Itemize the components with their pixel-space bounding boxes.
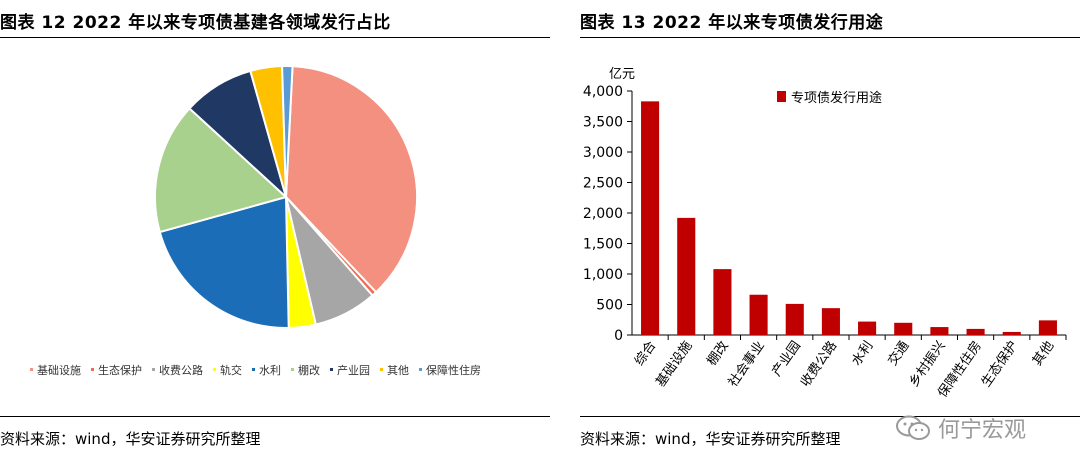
- legend-label: 其他: [387, 364, 409, 377]
- legend-label: 收费公路: [159, 363, 203, 377]
- bar: [930, 327, 949, 335]
- y-tick-label: 4,000: [583, 84, 623, 100]
- right-title-rule: [580, 37, 1080, 38]
- y-tick-label: 3,500: [583, 115, 623, 131]
- legend-marker: [252, 368, 255, 371]
- bar: [1038, 320, 1057, 335]
- legend-label: 水利: [259, 364, 281, 377]
- left-title-rule: [0, 37, 550, 38]
- y-tick-label: 1,500: [583, 237, 623, 253]
- x-tick-label: 社会事业: [725, 338, 768, 390]
- right-source-note: 资料来源：wind，华安证券研究所整理: [580, 430, 841, 448]
- right-chart-title: 图表 13 2022 年以来专项债发行用途: [580, 13, 884, 33]
- pie-slice: [284, 65, 418, 294]
- legend-label: 生态保护: [98, 363, 142, 377]
- y-unit-label: 亿元: [609, 67, 635, 82]
- right-chart-area: 亿元 0 500 1,000 1,500 2,000 2,500 3,000 3,500 4,00…: [565, 38, 1080, 416]
- left-source-note: 资料来源：wind，华安证券研究所整理: [0, 430, 261, 448]
- left-chart-title: 图表 12 2022 年以来专项债基建各领域发行占比: [0, 13, 391, 33]
- y-tick-label: 2,000: [583, 206, 623, 222]
- legend-marker: [380, 368, 383, 371]
- legend-marker: [91, 368, 94, 371]
- bar: [641, 101, 660, 335]
- legend-label: 保障性住房: [426, 363, 481, 377]
- legend-label: 产业园: [337, 363, 370, 377]
- y-tick-label: 500: [596, 298, 623, 314]
- bar: [894, 322, 913, 335]
- legend-marker: [30, 368, 33, 371]
- x-tick-label: 水利: [849, 339, 876, 369]
- bar: [749, 294, 768, 335]
- watermark: 何宁宏观: [894, 410, 1074, 446]
- legend-marker: [419, 368, 422, 371]
- x-tick-label: 综合: [632, 339, 659, 369]
- y-tick-label: 0: [614, 328, 623, 344]
- x-tick-label: 基础设施: [653, 339, 695, 390]
- bar: [1002, 331, 1021, 335]
- bar-chart: 亿元 0 500 1,000 1,500 2,000 2,500 3,000 3,500 4,00…: [583, 67, 1067, 401]
- pie-chart: 基础设施 生态保护 收费公路 轨交 水利 棚改 产业园 其他 保障性住房: [30, 65, 481, 377]
- x-tick-label: 其他: [1030, 339, 1057, 369]
- x-tick-label: 产业园: [769, 339, 804, 380]
- legend-marker: [777, 91, 786, 102]
- legend-label: 专项债发行用途: [791, 90, 882, 106]
- pie-slice: [158, 195, 290, 329]
- wechat-icon: [896, 415, 930, 440]
- x-tick-label: 生态保护: [979, 339, 1021, 390]
- x-tick-label: 棚改: [704, 339, 731, 369]
- legend-label: 轨交: [220, 363, 242, 377]
- left-chart-area: 基础设施 生态保护 收费公路 轨交 水利 棚改 产业园 其他 保障性住房: [0, 38, 550, 410]
- pie-legend: 基础设施 生态保护 收费公路 轨交 水利 棚改 产业园 其他 保障性住房: [30, 363, 481, 377]
- pie-slice: [281, 65, 294, 198]
- x-tick-label: 收费公路: [797, 338, 840, 390]
- legend-marker: [291, 368, 294, 371]
- bar: [966, 328, 985, 335]
- y-tick-label: 2,500: [583, 176, 623, 192]
- legend-marker: [213, 368, 216, 371]
- right-bottom-rule: [580, 416, 1080, 417]
- left-bottom-rule: [0, 416, 550, 417]
- y-tick-label: 3,000: [583, 145, 623, 161]
- legend-marker: [330, 368, 333, 371]
- watermark-text: 何宁宏观: [938, 418, 1027, 443]
- bar-legend: 专项债发行用途: [777, 90, 882, 106]
- x-tick-label: 交通: [884, 338, 912, 368]
- legend-label: 棚改: [298, 363, 320, 377]
- legend-marker: [152, 368, 155, 371]
- y-tick-label: 1,000: [583, 267, 623, 283]
- bar: [821, 308, 840, 335]
- bar: [677, 217, 696, 335]
- legend-label: 基础设施: [37, 364, 81, 377]
- pie-slice: [154, 107, 289, 234]
- bar: [785, 303, 804, 335]
- bar: [858, 321, 877, 335]
- bar: [713, 269, 732, 335]
